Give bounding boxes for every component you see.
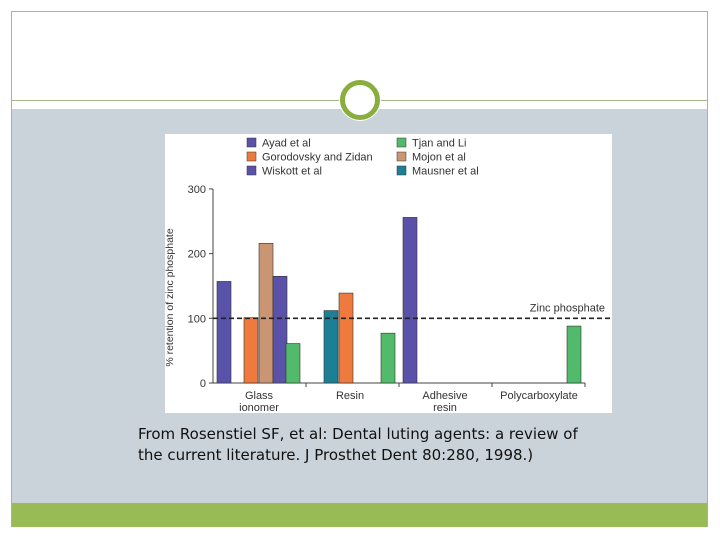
slide-footer-bar xyxy=(12,503,707,527)
caption-line-2: the current literature. J Prosthet Dent … xyxy=(138,446,534,464)
y-axis-label: % retention of zinc phosphate xyxy=(165,228,176,367)
bar-chart: 0 100 200 300 % retention of zinc phosphate Z… xyxy=(165,137,612,413)
x-category-label: resin xyxy=(433,402,457,413)
chart-image: 0 100 200 300 % retention of zinc phosphate Z… xyxy=(165,134,612,413)
x-category-label: Polycarboxylate xyxy=(500,390,578,402)
bar-tjan-and-li xyxy=(380,332,396,384)
bar-mojon-et-al xyxy=(258,242,274,384)
legend-swatch xyxy=(396,151,407,162)
bar-tjan-and-li xyxy=(566,325,582,384)
legend-swatch xyxy=(246,137,257,148)
y-tick-label: 0 xyxy=(200,378,206,390)
x-category-label: Resin xyxy=(336,390,364,402)
x-category-label: ionomer xyxy=(239,402,279,413)
bar-gorodovsky-and-zidan xyxy=(243,317,259,384)
legend-swatch xyxy=(246,165,257,176)
legend-label: Wiskott et al xyxy=(262,166,322,178)
legend-swatch xyxy=(396,165,407,176)
y-tick-label: 300 xyxy=(188,184,206,196)
reference-line-label: Zinc phosphate xyxy=(530,302,605,314)
y-tick-label: 200 xyxy=(188,249,206,261)
bar-ayad-et-al xyxy=(216,281,232,384)
bar-mausner-et-al xyxy=(323,310,339,384)
legend-swatch xyxy=(246,151,257,162)
legend-label: Tjan and Li xyxy=(412,138,466,150)
x-category-label: Glass xyxy=(245,390,274,402)
legend-label: Ayad et al xyxy=(262,138,311,150)
legend-label: Mojon et al xyxy=(412,152,466,164)
figure-caption: From Rosenstiel SF, et al: Dental luting… xyxy=(138,424,658,466)
legend-label: Gorodovsky and Zidan xyxy=(262,152,373,164)
y-tick-label: 100 xyxy=(188,313,206,325)
bar-wiskott-et-al xyxy=(272,275,288,384)
bar-ayad-et-al xyxy=(402,217,418,384)
bar-gorodovsky-and-zidan xyxy=(338,292,354,384)
header-rule-left xyxy=(12,100,340,101)
x-category-label: Adhesive xyxy=(422,390,467,402)
header-rule-right xyxy=(380,100,707,101)
legend-label: Mausner et al xyxy=(412,166,479,178)
bar-tjan-and-li xyxy=(285,343,301,384)
legend-swatch xyxy=(396,137,407,148)
caption-line-1: From Rosenstiel SF, et al: Dental luting… xyxy=(138,425,578,443)
ring-ornament-icon xyxy=(340,80,380,120)
